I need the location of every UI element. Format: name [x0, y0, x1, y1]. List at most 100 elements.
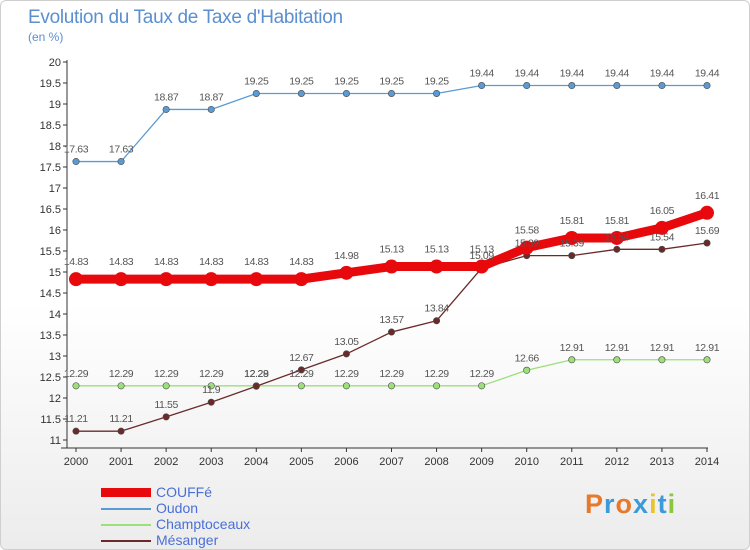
data-label: 19.25	[424, 76, 449, 88]
y-tick-label: 15.5	[40, 246, 61, 258]
x-tick-label: 2011	[560, 456, 584, 468]
data-point	[703, 239, 711, 247]
legend-swatch	[101, 488, 151, 497]
data-label: 19.44	[650, 68, 675, 80]
proxiti-logo: Proxiti	[585, 489, 676, 520]
data-point	[204, 272, 219, 287]
x-tick-label: 2001	[109, 456, 133, 468]
data-label: 14.83	[109, 256, 134, 268]
y-tick-label: 11	[50, 435, 61, 447]
data-point	[159, 272, 174, 287]
data-label: 14.83	[244, 256, 269, 268]
data-label: 12.29	[470, 368, 495, 380]
data-point	[429, 259, 444, 274]
x-tick-label: 2008	[424, 456, 448, 468]
data-label: 11.9	[202, 384, 221, 396]
y-tick-label: 15	[49, 267, 61, 279]
x-tick-label: 2012	[605, 456, 629, 468]
logo-letter: P	[585, 489, 605, 519]
data-point	[117, 382, 125, 390]
data-point	[249, 272, 264, 287]
data-point	[114, 272, 129, 287]
data-point	[564, 230, 579, 245]
data-label: 12.29	[64, 368, 89, 380]
data-label: 14.83	[199, 256, 224, 268]
x-tick-label: 2002	[154, 456, 178, 468]
data-label: 15.69	[695, 225, 720, 237]
data-label: 13.84	[424, 303, 449, 315]
data-label: 15.13	[424, 244, 449, 256]
data-point	[342, 382, 350, 390]
y-tick-label: 14.5	[40, 288, 61, 300]
data-point	[297, 382, 305, 390]
data-label: 19.25	[334, 76, 359, 88]
data-point	[703, 82, 711, 90]
data-label: 16.41	[695, 190, 720, 202]
data-point	[69, 272, 83, 287]
data-point	[478, 382, 486, 390]
x-tick-label: 2009	[469, 456, 493, 468]
data-label: 12.29	[379, 368, 404, 380]
data-label: 19.44	[695, 68, 720, 80]
data-point	[523, 366, 531, 374]
data-label: 12.28	[244, 368, 269, 380]
data-point	[568, 356, 576, 364]
data-point	[523, 82, 531, 90]
data-label: 12.29	[154, 368, 179, 380]
data-label: 15.13	[379, 244, 404, 256]
data-point	[433, 382, 441, 390]
data-point	[613, 82, 621, 90]
x-tick-label: 2000	[64, 456, 88, 468]
data-label: 14.83	[154, 256, 179, 268]
data-label: 15.09	[470, 250, 495, 262]
data-label: 11.21	[64, 413, 88, 425]
y-tick-label: 16.5	[40, 204, 61, 216]
data-label: 19.44	[470, 68, 495, 80]
data-label: 15.39	[515, 238, 540, 250]
x-tick-label: 2010	[514, 456, 538, 468]
series-points	[69, 82, 714, 435]
data-label: 11.21	[109, 413, 133, 425]
data-label: 12.29	[424, 368, 449, 380]
logo-letter: x	[633, 489, 650, 519]
y-tick-label: 18	[49, 141, 61, 153]
data-point	[474, 259, 489, 274]
legend-label: Champtoceaux	[156, 516, 251, 532]
data-label: 12.91	[560, 342, 585, 354]
data-point	[387, 382, 395, 390]
data-point	[654, 220, 669, 235]
data-label: 18.87	[199, 91, 224, 103]
data-label: 19.44	[515, 68, 540, 80]
data-point	[252, 90, 260, 98]
data-label: 19.25	[244, 76, 269, 88]
data-point	[658, 82, 666, 90]
data-point	[207, 398, 215, 406]
data-point	[342, 350, 350, 358]
data-point	[387, 90, 395, 98]
x-tick-label: 2004	[244, 456, 268, 468]
data-label: 19.44	[560, 68, 585, 80]
data-label: 11.55	[154, 399, 178, 411]
data-point	[294, 272, 309, 287]
legend-swatch	[101, 540, 151, 542]
data-point	[162, 382, 170, 390]
data-label: 14.83	[289, 256, 314, 268]
chart-title: Evolution du Taux de Taxe d'Habitation	[28, 7, 343, 28]
logo-letter: o	[615, 489, 634, 519]
legend-label: Mésanger	[156, 532, 219, 548]
data-point	[72, 158, 80, 166]
y-tick-label: 18.5	[40, 120, 61, 132]
data-point	[700, 205, 714, 220]
data-point	[252, 382, 260, 390]
data-label: 12.67	[289, 352, 314, 364]
data-label: 12.29	[244, 368, 269, 380]
data-label: 19.44	[605, 68, 630, 80]
data-point	[433, 317, 441, 325]
data-point	[658, 245, 666, 253]
data-point	[568, 82, 576, 90]
data-label: 15.13	[470, 244, 495, 256]
data-point	[478, 82, 486, 90]
data-point	[387, 328, 395, 336]
data-label: 12.91	[650, 342, 675, 354]
